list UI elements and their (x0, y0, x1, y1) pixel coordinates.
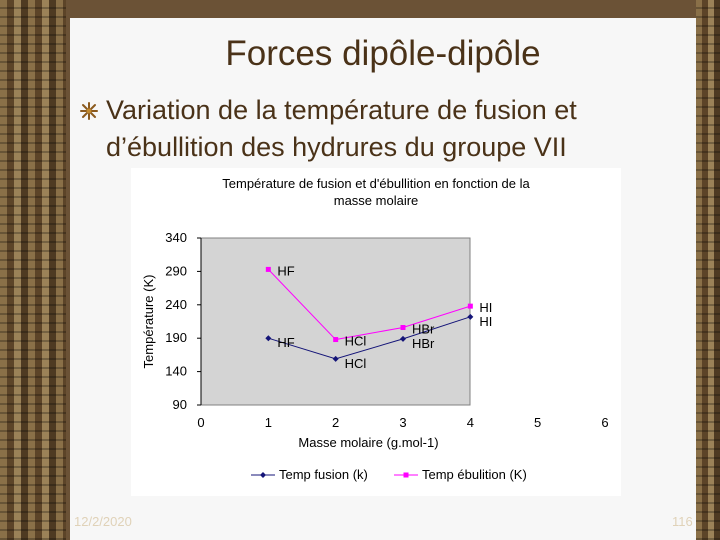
chart-area: Température de fusion et d'ébullition en… (131, 168, 621, 496)
y-tick-label: 90 (173, 397, 187, 412)
data-label: HF (277, 335, 294, 350)
data-label: HF (277, 263, 294, 278)
x-tick-label: 3 (399, 415, 406, 430)
slide-title: Forces dipôle-dipôle (225, 34, 541, 73)
x-tick-label: 1 (265, 415, 272, 430)
y-tick-label: 140 (165, 364, 187, 379)
data-point (400, 335, 406, 342)
y-tick-label: 290 (165, 263, 187, 278)
y-axis-label: Température (K) (141, 275, 156, 369)
x-tick-label: 4 (467, 415, 474, 430)
y-tick-label: 340 (165, 230, 187, 245)
chart-title-line-2: masse molaire (334, 193, 419, 208)
line-chart: Température de fusion et d'ébullition en… (141, 176, 609, 482)
data-label: HCl (345, 356, 367, 371)
data-point (467, 303, 473, 309)
data-label: HI (479, 314, 492, 329)
data-label: HBr (412, 336, 435, 351)
plot-background (200, 237, 471, 406)
chart-title-line-1: Température de fusion et d'ébullition en… (222, 176, 530, 191)
data-label: HCl (345, 334, 367, 349)
legend-label: Temp fusion (k) (279, 467, 368, 482)
legend-marker (403, 472, 409, 478)
x-axis-label: Masse molaire (g.mol-1) (298, 435, 438, 450)
data-point (467, 313, 474, 320)
data-point (400, 325, 406, 331)
data-label: HBr (412, 322, 435, 337)
x-tick-label: 2 (332, 415, 339, 430)
page-number: 116 (672, 514, 693, 529)
legend-label: Temp ébulition (K) (422, 467, 527, 482)
series-line (268, 316, 471, 360)
data-label: HI (479, 300, 492, 315)
legend-marker (260, 472, 266, 478)
decorative-border-left (0, 0, 66, 540)
y-tick-label: 190 (165, 330, 187, 345)
data-point (332, 355, 339, 362)
x-tick-label: 5 (534, 415, 541, 430)
data-point (265, 266, 271, 272)
y-tick-label: 240 (165, 297, 187, 312)
bullet-icon (80, 102, 98, 120)
data-point (333, 337, 339, 343)
series-line (267, 269, 471, 341)
x-tick-label: 6 (601, 415, 608, 430)
data-point (265, 335, 272, 342)
slide-subtitle: Variation de la température de fusion et… (106, 95, 577, 162)
footer-date: 12/2/2020 (74, 514, 132, 529)
x-tick-label: 0 (197, 415, 204, 430)
decorative-border-right (696, 0, 720, 540)
